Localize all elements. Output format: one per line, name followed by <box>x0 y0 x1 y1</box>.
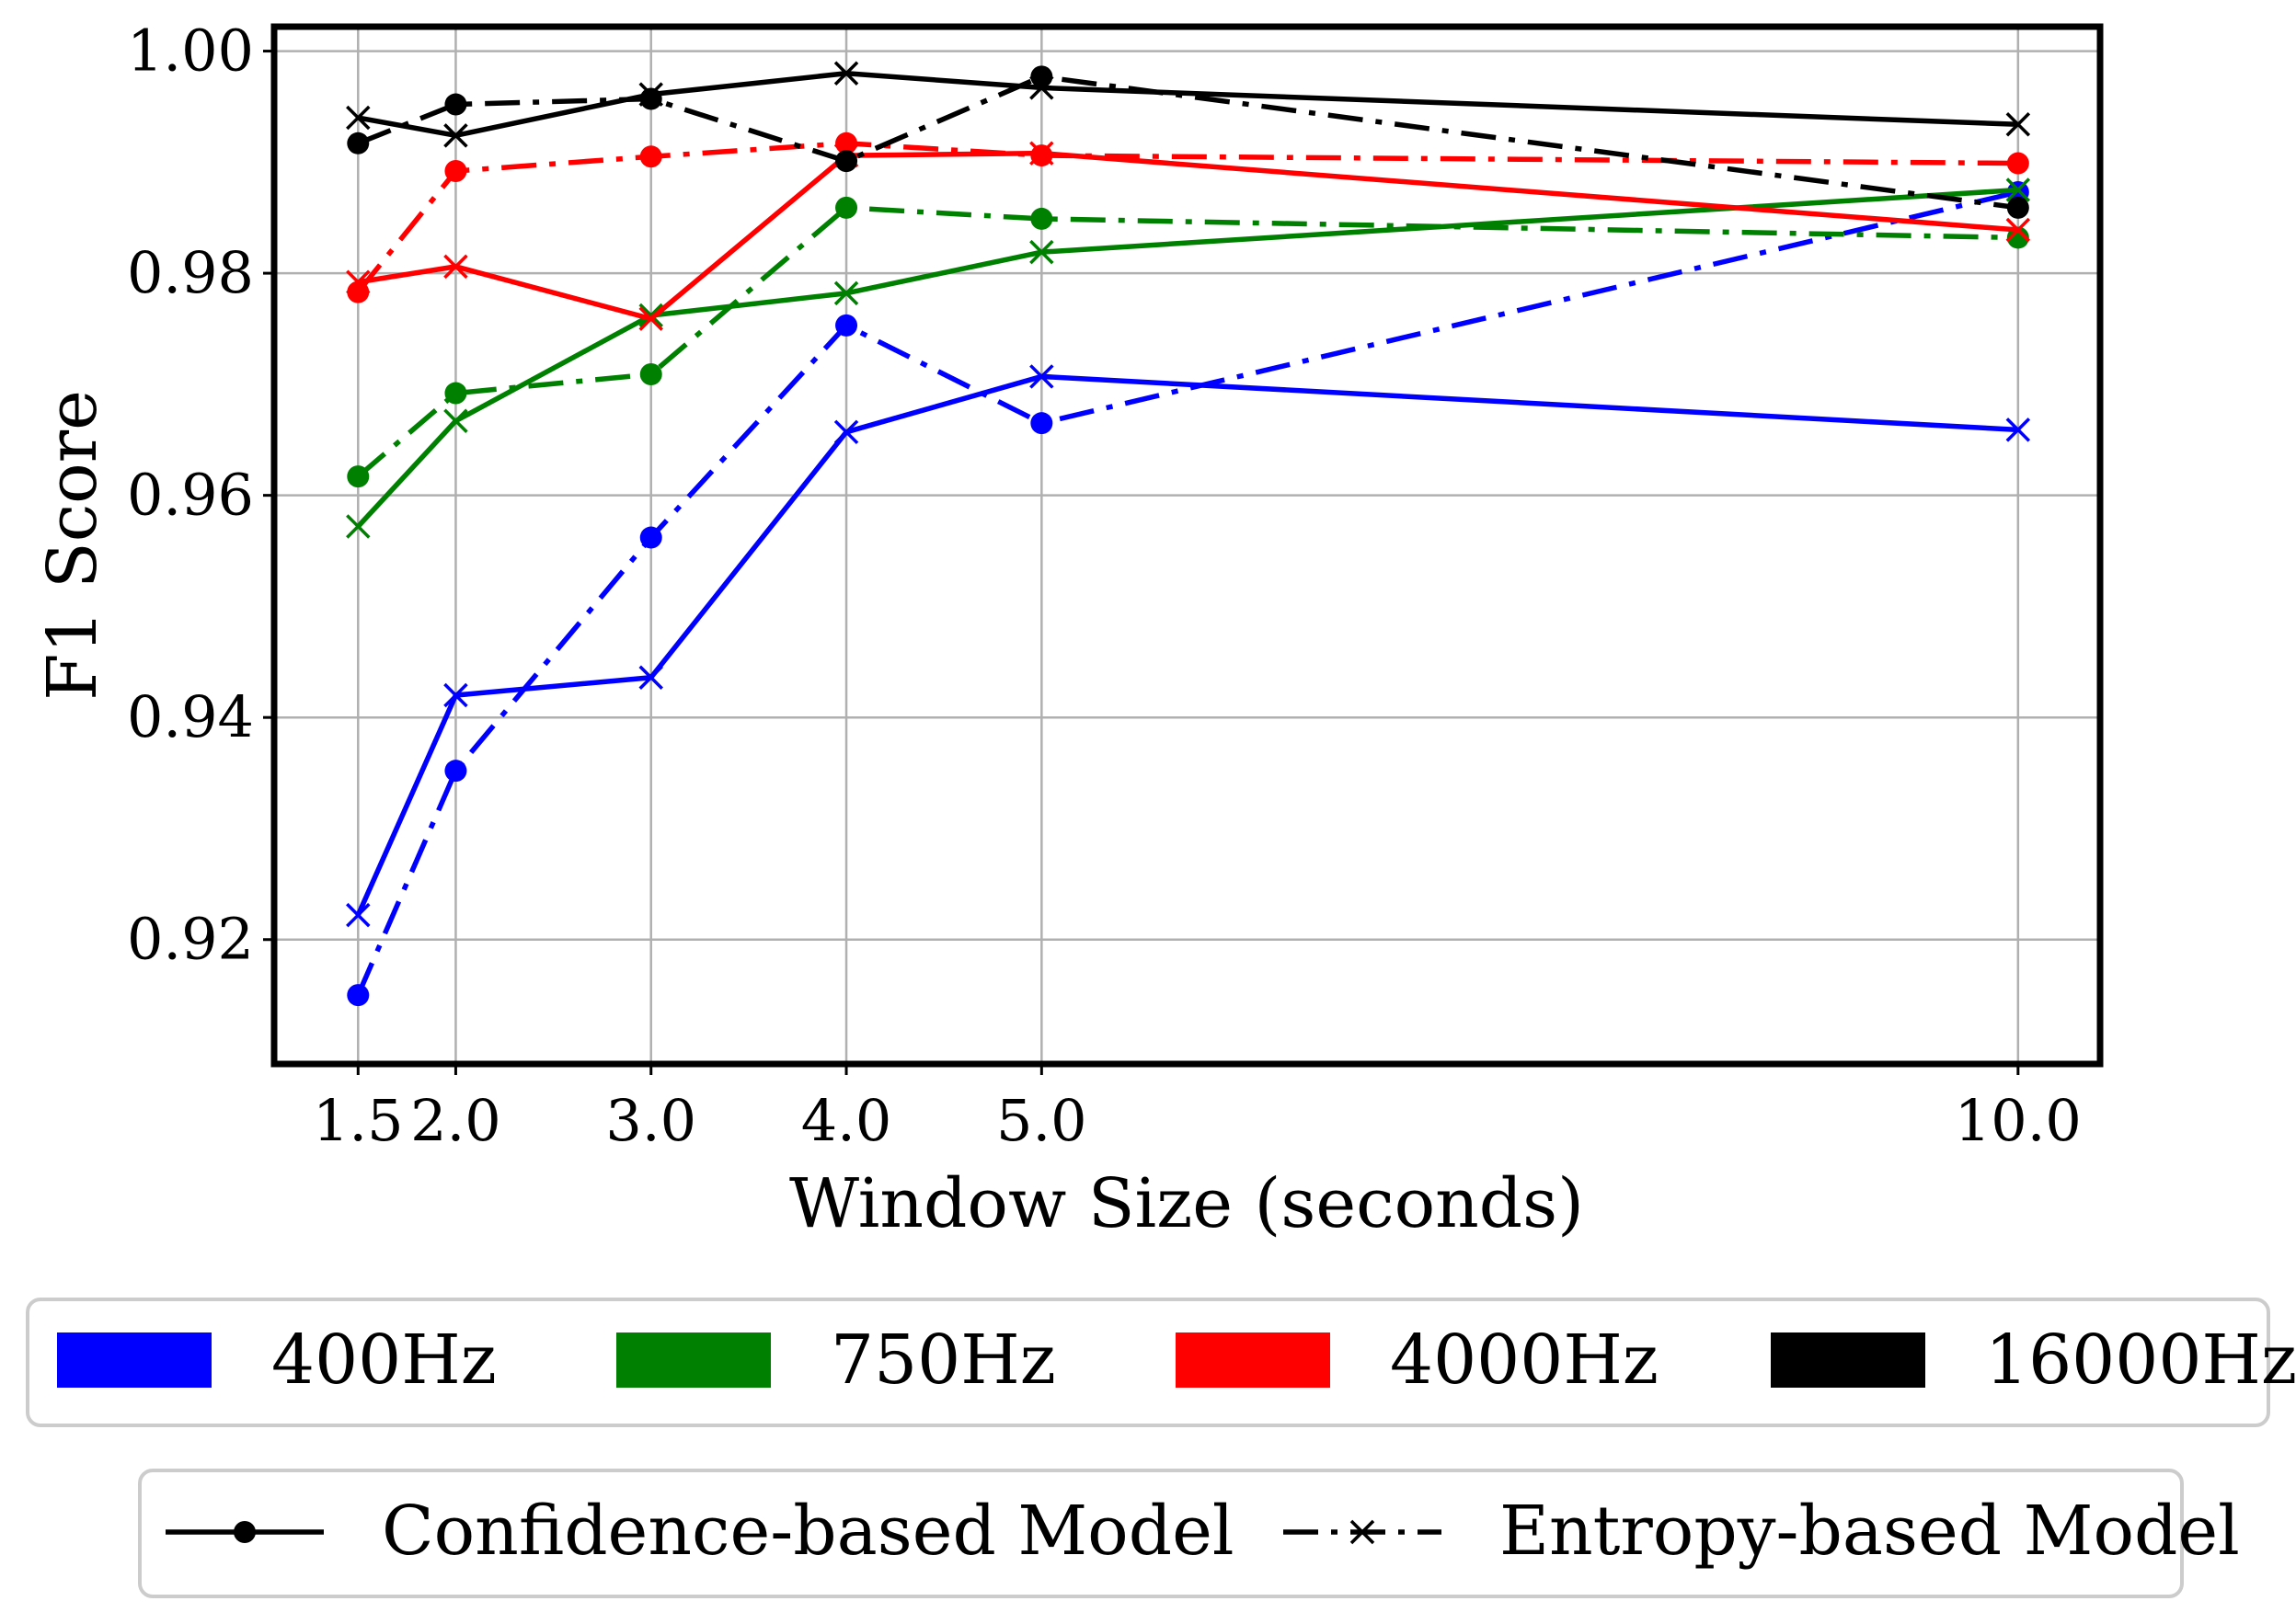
x-tick-label: 4.0 <box>801 1087 892 1154</box>
legend-item-4000hz: 4000Hz <box>1176 1321 1659 1400</box>
legend-label: Confidence-based Model <box>382 1492 1234 1571</box>
series-layer <box>346 61 2031 1007</box>
y-tick-label: 0.92 <box>127 906 254 973</box>
point-400hz-confidence <box>2005 417 2031 442</box>
y-tick-label: 0.96 <box>127 462 254 529</box>
legend-label: 750Hz <box>831 1321 1056 1400</box>
legend-label: Entropy-based Model <box>1499 1492 2240 1571</box>
point-750hz-entropy <box>444 382 467 405</box>
legend-item-model-0: Confidence-based Model <box>166 1492 1234 1571</box>
point-16000hz-entropy <box>639 87 662 110</box>
axis-ticks: 1.5 2.0 3.0 4.0 5.0 10.0 0.92 0.94 0.96 0.98 1.00 <box>127 17 2082 1154</box>
point-400hz-entropy <box>444 760 467 783</box>
point-4000hz-confidence <box>443 254 468 280</box>
line-4000hz-entropy <box>356 141 2018 294</box>
point-16000hz-entropy <box>2006 196 2029 219</box>
point-750hz-confidence <box>346 514 371 539</box>
series-4000hz-entropy <box>347 132 2029 303</box>
point-750hz-confidence <box>2005 177 2031 202</box>
point-4000hz-entropy <box>1030 144 1053 167</box>
point-4000hz-entropy <box>2006 152 2029 175</box>
legend-label: 16000Hz <box>1985 1321 2296 1400</box>
point-16000hz-confidence <box>2005 112 2031 137</box>
legend-swatch <box>1176 1332 1330 1388</box>
point-750hz-confidence <box>443 408 468 433</box>
point-16000hz-entropy <box>347 132 370 154</box>
point-750hz-entropy <box>639 363 662 386</box>
legend-item-model-1: Entropy-based Model <box>1283 1492 2240 1571</box>
point-400hz-entropy <box>835 314 858 337</box>
line-400hz-entropy <box>355 189 2019 997</box>
point-400hz-confidence <box>1029 364 1054 389</box>
point-16000hz-entropy <box>835 150 858 173</box>
line-16000hz-confidence <box>357 70 2018 139</box>
legend-marker <box>234 1521 256 1543</box>
point-4000hz-confidence <box>638 306 663 331</box>
point-16000hz-confidence <box>443 123 468 148</box>
point-16000hz-entropy <box>444 93 467 116</box>
x-axis-label: Window Size (seconds) <box>789 1164 1584 1243</box>
point-750hz-entropy <box>2006 226 2029 249</box>
legend-label: 400Hz <box>271 1321 497 1400</box>
legend-swatch <box>1771 1332 1925 1388</box>
point-400hz-confidence <box>443 682 468 708</box>
line-750hz-confidence <box>356 187 2019 529</box>
point-400hz-entropy <box>1030 412 1053 435</box>
legend-item-400hz: 400Hz <box>57 1321 497 1400</box>
point-750hz-confidence <box>638 303 663 328</box>
point-4000hz-entropy <box>444 160 467 183</box>
line-16000hz-entropy <box>357 74 2019 211</box>
y-tick-label: 0.98 <box>127 239 254 306</box>
line-400hz-confidence <box>355 373 2018 917</box>
series-16000hz-confidence <box>346 61 2031 148</box>
point-4000hz-entropy <box>347 280 370 303</box>
plot-frame <box>270 23 2104 1068</box>
point-400hz-entropy <box>347 984 370 1007</box>
x-tick-label: 2.0 <box>410 1087 501 1154</box>
point-750hz-entropy <box>835 196 858 219</box>
y-axis-label: F1 Score <box>33 390 112 701</box>
point-400hz-confidence <box>346 902 371 928</box>
series-400hz-confidence <box>346 364 2031 928</box>
model-legend-frame <box>138 1469 2184 1598</box>
model-legend: Confidence-based Model Entropy-based Mode… <box>138 1469 2240 1598</box>
x-tick-label: 10.0 <box>1955 1087 2082 1154</box>
point-400hz-entropy <box>639 526 662 549</box>
x-tick-label: 5.0 <box>996 1087 1087 1154</box>
series-750hz-confidence <box>346 177 2031 539</box>
series-4000hz-confidence <box>346 141 2031 331</box>
line-4000hz-confidence <box>357 150 2019 322</box>
point-750hz-entropy <box>347 465 370 488</box>
color-legend-frame <box>26 1298 2270 1427</box>
point-400hz-confidence <box>638 665 663 690</box>
x-tick-label: 3.0 <box>605 1087 696 1154</box>
legend-item-750hz: 750Hz <box>616 1321 1056 1400</box>
point-400hz-confidence <box>833 419 859 445</box>
legend-item-16000hz: 16000Hz <box>1771 1321 2296 1400</box>
point-750hz-entropy <box>1030 207 1053 230</box>
y-tick-label: 1.00 <box>127 17 254 85</box>
line-750hz-entropy <box>356 205 2018 479</box>
series-16000hz-entropy <box>347 65 2029 219</box>
point-16000hz-confidence <box>346 105 371 131</box>
y-tick-label: 0.94 <box>127 683 254 750</box>
legend-label: 4000Hz <box>1390 1321 1659 1400</box>
point-4000hz-entropy <box>835 132 858 154</box>
point-4000hz-confidence <box>2005 217 2031 243</box>
legend-swatch <box>616 1332 771 1388</box>
point-16000hz-entropy <box>1030 65 1053 88</box>
point-750hz-confidence <box>1029 239 1054 265</box>
point-4000hz-entropy <box>639 145 662 168</box>
point-16000hz-confidence <box>833 61 859 86</box>
series-750hz-entropy <box>347 196 2029 488</box>
color-legend: 400Hz 750Hz 4000Hz 16000Hz <box>26 1298 2296 1427</box>
point-750hz-confidence <box>833 280 859 306</box>
legend-marker <box>1349 1519 1375 1545</box>
x-tick-label: 1.5 <box>313 1087 404 1154</box>
legend-swatch <box>57 1332 212 1388</box>
